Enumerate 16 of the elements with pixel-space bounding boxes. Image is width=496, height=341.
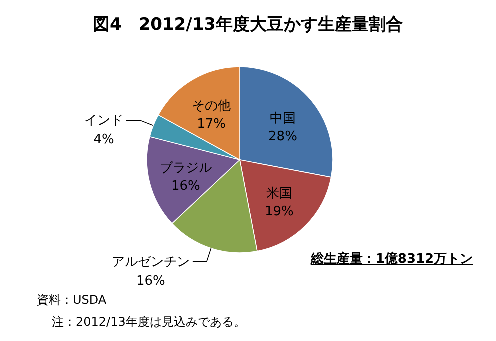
chart-title: 図4 2012/13年度大豆かす生産量割合 (92, 15, 404, 35)
data-label: 28% (268, 129, 298, 144)
text: 注：2012/13年度は見込みである。 (52, 315, 246, 329)
text: 資料：USDA (37, 293, 108, 307)
data-label: 4% (94, 132, 114, 148)
data-label: 16% (172, 178, 200, 194)
slice-label: 米国 (266, 186, 292, 202)
slice-label: インド (84, 114, 124, 129)
data-label: 17% (197, 116, 226, 132)
slice-label: アルゼンチン (112, 254, 190, 270)
slice-label: 中国 (270, 111, 296, 126)
data-label: 19% (265, 204, 294, 220)
slice-label: その他 (192, 98, 232, 114)
slice-label: ブラジル (160, 160, 212, 176)
text: 総生産量：1億8312万トン (310, 251, 474, 267)
data-label: 16% (136, 274, 166, 289)
